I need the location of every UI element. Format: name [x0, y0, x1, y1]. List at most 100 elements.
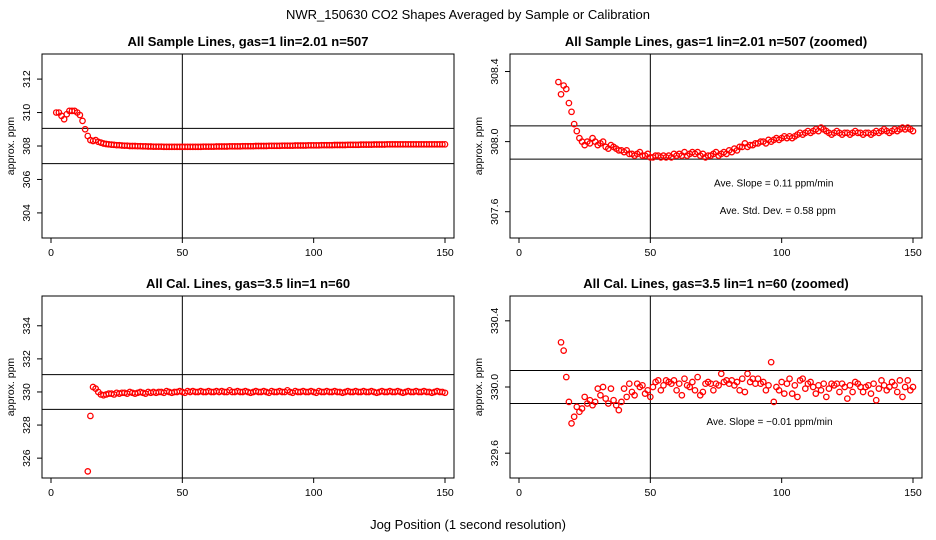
- annotation-text: Ave. Std. Dev. = 0.58 ppm: [720, 206, 836, 217]
- data-point: [87, 412, 94, 420]
- y-tick-label: 304: [21, 204, 33, 222]
- data-point: [817, 386, 825, 394]
- x-tick-label: 150: [904, 487, 922, 499]
- y-tick-label: 329.6: [489, 440, 501, 466]
- data-point: [791, 381, 799, 389]
- data-point: [607, 385, 615, 393]
- x-tick-label: 0: [48, 487, 54, 499]
- data-point: [673, 386, 680, 394]
- y-axis-label: approx. ppm: [5, 117, 17, 176]
- data-point: [76, 111, 84, 119]
- data-point: [807, 378, 814, 386]
- data-point: [867, 390, 875, 397]
- panel-4: All Cal. Lines, gas=3.5 lin=1 n=60 (zoom…: [473, 276, 923, 499]
- y-tick-label: 310: [21, 104, 33, 122]
- y-tick-label: 334: [21, 317, 33, 335]
- data-point: [631, 391, 638, 399]
- data-point: [741, 388, 749, 396]
- annotation-text: Ave. Slope = −0.01 ppm/min: [707, 417, 833, 428]
- data-point: [893, 388, 901, 396]
- data-point: [649, 383, 657, 391]
- data-point: [570, 413, 578, 421]
- data-point: [775, 386, 783, 394]
- data-point: [770, 398, 778, 406]
- x-tick-label: 100: [773, 247, 791, 259]
- data-point: [822, 393, 830, 401]
- data-point: [901, 383, 909, 391]
- data-point: [81, 125, 89, 133]
- data-point: [568, 420, 575, 427]
- data-point: [820, 380, 828, 388]
- y-tick-label: 307.6: [489, 198, 501, 224]
- data-point: [681, 375, 688, 383]
- y-tick-label: 308.0: [489, 128, 501, 154]
- data-point: [591, 398, 599, 406]
- data-point: [836, 388, 843, 396]
- plot-frame: [509, 53, 923, 239]
- data-point: [754, 375, 762, 383]
- x-tick-label: 150: [436, 247, 454, 259]
- x-tick-label: 150: [904, 247, 922, 259]
- data-point: [565, 398, 573, 406]
- data-point: [891, 381, 898, 389]
- data-point: [610, 396, 617, 404]
- data-point: [736, 143, 743, 151]
- data-point: [849, 388, 856, 396]
- data-point: [710, 386, 717, 394]
- y-axis-label: approx. ppm: [473, 117, 485, 176]
- data-point: [738, 375, 746, 383]
- data-point: [615, 406, 623, 414]
- panel-title: All Sample Lines, gas=1 lin=2.01 n=507: [128, 34, 369, 49]
- y-tick-label: 306: [21, 171, 33, 189]
- data-point: [780, 390, 788, 397]
- x-tick-label: 50: [644, 247, 656, 259]
- data-point: [560, 347, 568, 354]
- data-point: [783, 380, 791, 388]
- x-tick-label: 0: [48, 247, 54, 259]
- data-point: [570, 120, 578, 128]
- data-point: [909, 383, 917, 391]
- data-point: [825, 385, 833, 393]
- panel-title: All Sample Lines, gas=1 lin=2.01 n=507 (…: [565, 34, 867, 49]
- data-point: [870, 380, 877, 388]
- data-point: [60, 115, 68, 123]
- data-point: [562, 85, 570, 93]
- data-point: [644, 386, 652, 394]
- figure-title: NWR_150630 CO2 Shapes Averaged by Sample…: [286, 7, 650, 22]
- data-point: [84, 468, 92, 475]
- panel-1: All Sample Lines, gas=1 lin=2.01 n=507 0 5…: [5, 34, 455, 259]
- plot-frame: [41, 295, 455, 479]
- data-point: [604, 400, 612, 407]
- x-tick-label: 150: [436, 487, 454, 499]
- data-point: [765, 381, 772, 389]
- panel-title: All Cal. Lines, gas=3.5 lin=1 n=60: [146, 276, 350, 291]
- panel-2: All Sample Lines, gas=1 lin=2.01 n=507 (…: [473, 34, 923, 259]
- x-tick-label: 100: [773, 487, 791, 499]
- data-point: [594, 385, 602, 393]
- data-point: [715, 381, 722, 389]
- data-point: [899, 393, 906, 401]
- data-point: [578, 405, 586, 412]
- data-point: [654, 377, 662, 384]
- data-point: [618, 398, 625, 406]
- data-point: [788, 390, 796, 397]
- data-point: [660, 381, 667, 389]
- panel-title: All Cal. Lines, gas=3.5 lin=1 n=60 (zoom…: [583, 276, 849, 291]
- data-point: [799, 375, 807, 383]
- data-point: [762, 386, 770, 394]
- x-tick-label: 100: [305, 487, 323, 499]
- data-point: [794, 393, 801, 401]
- data-point: [878, 377, 885, 384]
- data-point: [778, 378, 786, 386]
- y-tick-label: 308.4: [489, 58, 501, 84]
- data-point: [691, 386, 699, 394]
- x-tick-label: 50: [644, 487, 656, 499]
- data-point: [909, 127, 917, 135]
- data-point: [896, 377, 904, 384]
- data-point: [678, 391, 686, 399]
- data-point: [599, 383, 607, 391]
- data-point: [859, 388, 867, 396]
- data-point: [597, 391, 604, 399]
- data-point: [612, 401, 620, 409]
